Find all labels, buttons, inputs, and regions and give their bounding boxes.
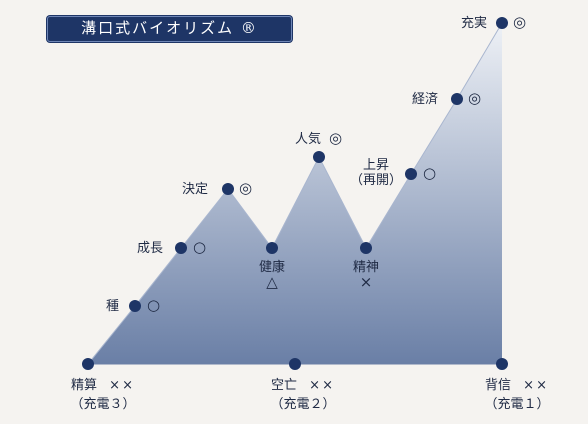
node-rating-ninki: ◎ (329, 129, 343, 147)
node-rating-kenkou: △ (266, 273, 278, 291)
node-label-juujitsu: 充実 (461, 16, 488, 31)
node-dot-kuubou (289, 358, 301, 370)
node-label-keizai: 経済 (412, 92, 439, 107)
node-label-seisan: 精算 (71, 378, 98, 393)
node-dot-ninki (313, 151, 325, 163)
node-rating-seichou: ○ (193, 238, 207, 256)
node-kuubou: 空亡 ×× （充電２） (248, 378, 358, 412)
node-label-seichou: 成長 (137, 241, 164, 256)
node-rating-tane: ○ (147, 296, 161, 314)
node-kenkou: 健康 △ (252, 260, 292, 290)
node-joushou: 上昇 （再開） (350, 158, 402, 188)
node-dot-seishin (360, 242, 372, 254)
node-rating-keizai: ◎ (468, 89, 482, 107)
node-sub-joushou: （再開） (350, 173, 403, 188)
node-label-tane: 種 (106, 299, 120, 314)
node-label-kenkou: 健康 (258, 260, 285, 275)
node-sub-haishin: （充電１） (484, 397, 550, 412)
node-dot-kenkou (266, 242, 278, 254)
mountain-area (88, 23, 502, 364)
node-sub-seisan: （充電３） (70, 397, 136, 412)
node-rating-seishin: × (359, 273, 373, 291)
node-rating-kuubou: ×× (309, 378, 335, 393)
node-dot-haishin (496, 358, 508, 370)
node-seisan: 精算 ×× （充電３） (48, 378, 158, 412)
node-label-kuubou: 空亡 (271, 378, 298, 393)
node-dot-joushou (405, 168, 417, 180)
node-rating-haishin: ×× (523, 378, 549, 393)
node-haishin: 背信 ×× （充電１） (462, 378, 572, 412)
node-label-seishin: 精神 (352, 260, 379, 275)
node-sub-kuubou: （充電２） (270, 397, 336, 412)
node-dot-tane (129, 300, 141, 312)
node-dot-juujitsu (496, 17, 508, 29)
node-rating-kettei: ◎ (239, 179, 253, 197)
node-label-haishin: 背信 (485, 378, 512, 393)
node-seishin: 精神 × (346, 260, 386, 290)
node-dot-kettei (222, 183, 234, 195)
diagram-title: 溝口式バイオリズム ® (47, 16, 292, 42)
node-label-ninki: 人気 (295, 132, 322, 147)
node-rating-joushou: ○ (423, 164, 437, 182)
mountain-edge (87, 22, 503, 365)
node-label-joushou: 上昇 (362, 158, 389, 173)
node-label-kettei: 決定 (182, 182, 209, 197)
node-dot-seisan (82, 358, 94, 370)
node-rating-juujitsu: ◎ (513, 13, 527, 31)
node-dot-keizai (451, 93, 463, 105)
node-dot-seichou (175, 242, 187, 254)
node-rating-seisan: ×× (109, 378, 135, 393)
